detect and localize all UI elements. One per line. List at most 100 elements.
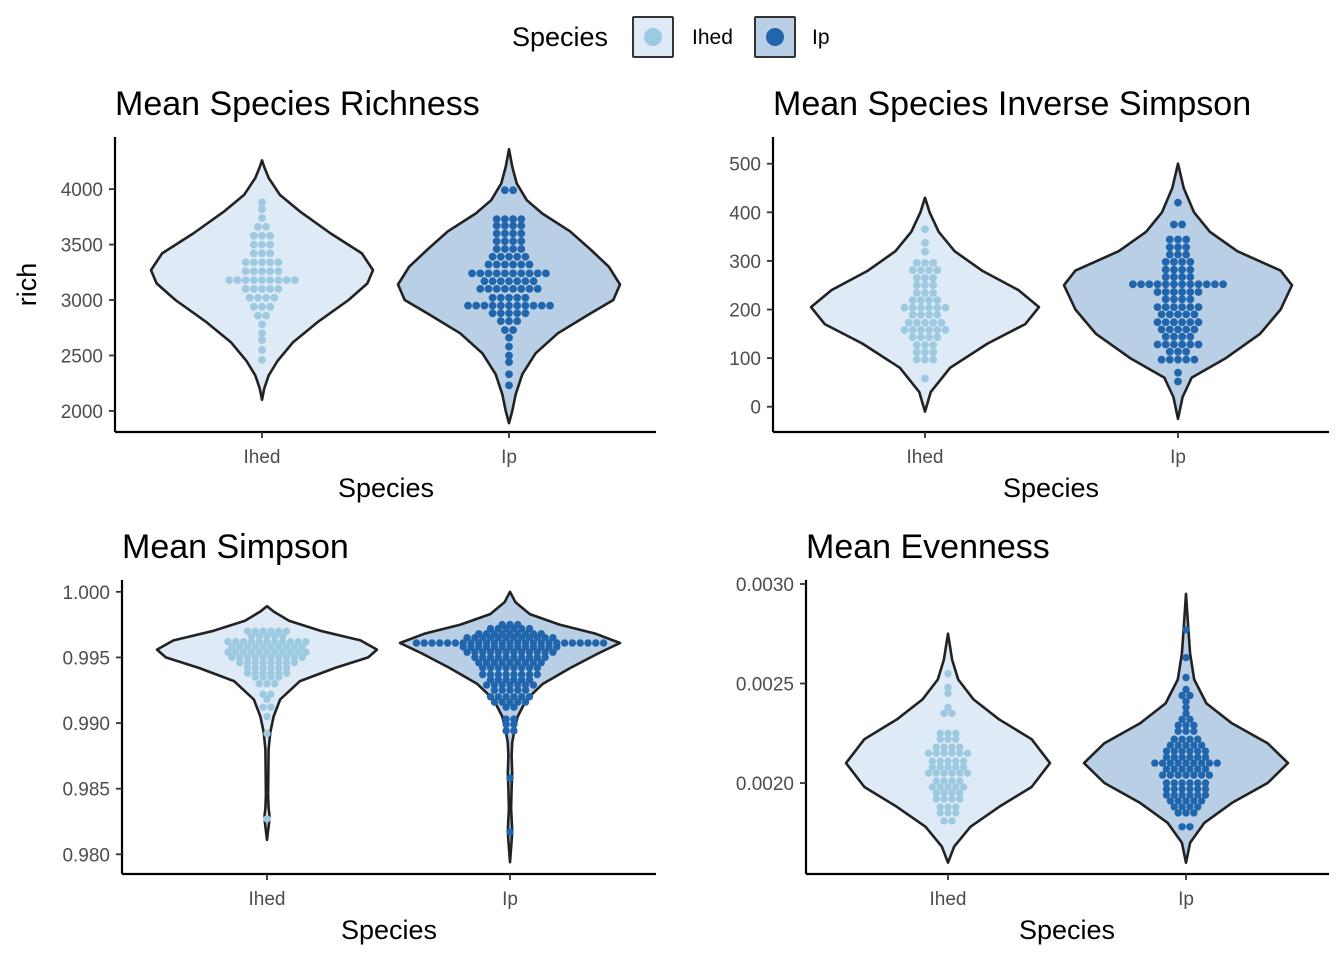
data-point-ip: [1174, 377, 1182, 386]
data-point-ihed: [917, 311, 925, 319]
data-point-ip: [1170, 258, 1178, 266]
data-point-ip: [1129, 280, 1137, 289]
data-point-ihed: [925, 303, 933, 312]
data-point-ip: [1170, 273, 1178, 281]
data-point-ip: [525, 648, 534, 656]
data-point-ihed: [944, 735, 952, 743]
data-point-ip: [1178, 288, 1186, 296]
data-point-ip: [521, 686, 530, 694]
data-point-ihed: [263, 638, 271, 646]
data-point-ip: [1182, 809, 1190, 817]
violin-ihed: [809, 196, 1041, 413]
data-point-ip: [1178, 735, 1186, 743]
data-point-ip: [1201, 753, 1210, 761]
data-point-ip: [521, 277, 530, 286]
x-tick-label: Ihed: [930, 889, 967, 910]
data-point-ihed: [258, 205, 266, 214]
y-tick-label: 400: [729, 203, 761, 224]
data-point-ip: [486, 670, 495, 679]
data-point-ihed: [921, 355, 929, 364]
data-point-ip: [537, 301, 546, 310]
data-point-ihed: [258, 285, 266, 293]
data-point-ip: [541, 648, 549, 656]
data-point-ihed: [944, 763, 952, 771]
data-point-ip: [1178, 791, 1186, 799]
data-point-ip: [1157, 325, 1166, 334]
chart-title: Mean Species Inverse Simpson: [773, 85, 1251, 123]
data-point-ip: [510, 648, 518, 656]
data-point-ihed: [963, 769, 972, 777]
data-point-ihed: [932, 777, 940, 785]
data-point-ip: [1186, 753, 1194, 761]
data-point-ihed: [258, 240, 266, 249]
data-point-ihed: [925, 311, 933, 319]
data-point-ip: [505, 370, 513, 379]
data-point-ihed: [275, 643, 283, 651]
data-point-ip: [1182, 685, 1190, 694]
data-point-ip: [525, 664, 534, 672]
data-point-ip: [1178, 803, 1186, 811]
data-point-ip: [509, 229, 517, 238]
data-point-ip: [468, 269, 476, 278]
data-point-ihed: [263, 680, 271, 688]
data-point-ip: [496, 309, 505, 318]
data-point-ip: [459, 639, 467, 647]
data-point-ip: [1190, 310, 1199, 319]
data-point-ip: [479, 664, 487, 672]
data-point-ip: [1197, 759, 1206, 767]
data-point-ihed: [262, 293, 270, 302]
data-point-ip: [479, 653, 487, 662]
data-point-ihed: [921, 247, 929, 256]
data-point-ihed: [940, 743, 948, 751]
data-point-ip: [505, 351, 513, 360]
data-point-ip: [506, 620, 514, 629]
data-point-ihed: [912, 341, 921, 349]
data-point-ihed: [937, 318, 946, 327]
data-point-ip: [506, 774, 514, 782]
data-point-ip: [525, 260, 534, 269]
data-point-ihed: [225, 276, 234, 284]
data-point-ip: [490, 630, 499, 638]
data-point-ip: [1178, 823, 1186, 831]
data-point-ihed: [940, 789, 948, 797]
data-point-ip: [492, 245, 501, 253]
data-point-ihed: [925, 326, 933, 334]
data-point-ip: [510, 664, 518, 672]
x-tick-label: Ip: [1178, 889, 1194, 910]
data-point-ip: [1162, 779, 1171, 787]
data-point-ihed: [258, 346, 266, 354]
data-point-ip: [533, 269, 542, 278]
data-point-ihed: [247, 648, 256, 656]
data-point-ip: [1190, 741, 1198, 749]
data-point-ip: [479, 648, 487, 656]
data-point-ip: [1182, 250, 1191, 259]
data-point-ihed: [900, 303, 909, 312]
data-point-ip: [1178, 220, 1186, 229]
data-point-ihed: [263, 729, 271, 738]
y-tick-label: 0.990: [62, 714, 110, 735]
data-point-ip: [1165, 347, 1174, 356]
data-point-ip: [1153, 318, 1162, 327]
data-point-ihed: [254, 311, 262, 320]
data-point-ip: [533, 670, 541, 679]
data-point-ip: [501, 221, 509, 230]
data-point-ip: [492, 215, 501, 224]
data-point-ip: [1182, 741, 1190, 749]
data-point-ihed: [959, 783, 968, 791]
data-point-ip: [1205, 771, 1214, 779]
data-point-ihed: [243, 659, 252, 667]
data-point-ip: [518, 648, 526, 656]
data-point-ip: [1213, 759, 1221, 767]
data-point-ip: [1161, 288, 1170, 296]
data-point-ihed: [255, 638, 263, 646]
data-point-ip: [1178, 691, 1186, 700]
data-point-ip: [549, 648, 557, 656]
data-point-ip: [492, 237, 501, 246]
data-point-ip: [1219, 280, 1227, 289]
data-point-ip: [501, 269, 509, 278]
data-point-ip: [471, 653, 479, 662]
data-point-ihed: [259, 703, 267, 711]
data-point-ihed: [956, 789, 964, 797]
data-point-ihed: [249, 302, 258, 311]
data-point-ihed: [262, 311, 270, 320]
